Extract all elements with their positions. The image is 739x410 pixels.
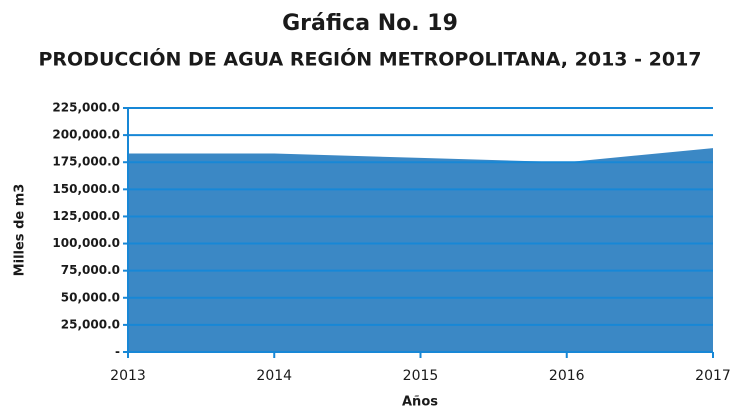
x-tick-label: 2013: [110, 368, 146, 384]
x-tick-label: 2015: [403, 368, 439, 384]
chart-subtitle: PRODUCCIÓN DE AGUA REGIÓN METROPOLITANA,…: [38, 47, 701, 71]
y-tick-label: 175,000.0: [52, 155, 120, 169]
y-tick-label: 150,000.0: [52, 182, 120, 196]
x-tick-label: 2014: [256, 368, 292, 384]
y-axis-label: Milles de m3: [13, 184, 28, 277]
y-tick-label: 75,000.0: [61, 263, 120, 277]
chart-title: Gráfica No. 19: [282, 11, 458, 36]
y-tick-label: 200,000.0: [52, 128, 120, 142]
y-tick-label: 50,000.0: [61, 290, 120, 304]
y-tick-label: 225,000.0: [52, 101, 120, 115]
y-tick-label: -: [115, 345, 120, 359]
y-tick-label: 100,000.0: [52, 236, 120, 250]
x-tick-label: 2017: [695, 368, 731, 384]
x-axis-label: Años: [402, 395, 438, 410]
x-tick-label: 2016: [549, 368, 585, 384]
y-tick-label: 25,000.0: [61, 317, 120, 331]
area: [128, 148, 713, 352]
y-tick-label: 125,000.0: [52, 209, 120, 223]
